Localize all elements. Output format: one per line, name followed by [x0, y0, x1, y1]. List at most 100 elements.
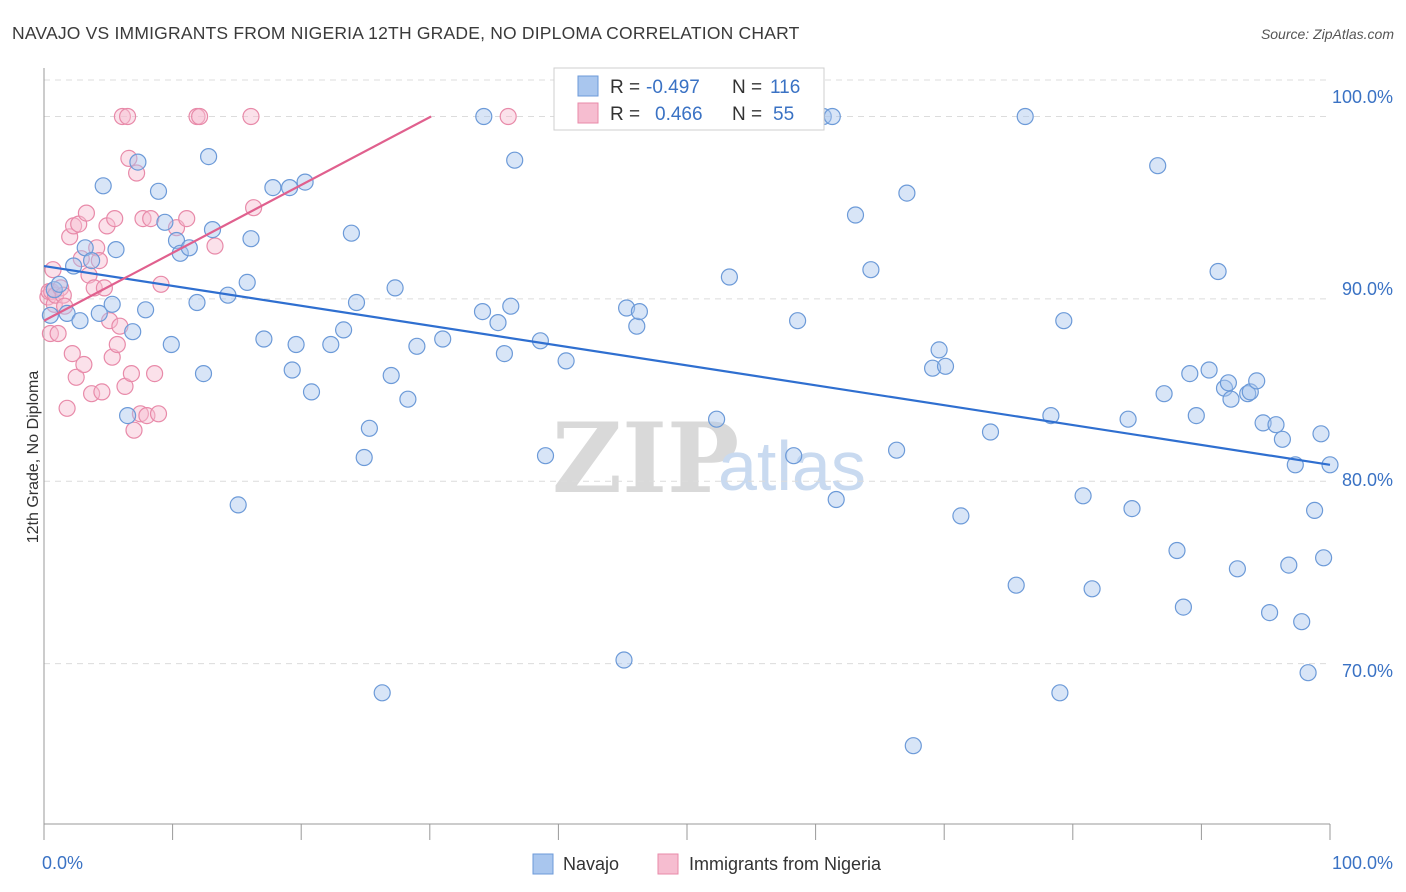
navajo-point-90 — [1155, 385, 1173, 403]
navajo-point-18 — [162, 335, 180, 354]
navajo-point-114 — [1314, 549, 1333, 567]
navajo-point-79 — [981, 423, 1000, 441]
navajo-point-77 — [936, 357, 955, 375]
navajo-point-101 — [1239, 385, 1257, 403]
nigeria-point-18 — [75, 355, 93, 374]
stats-legend-box — [553, 67, 825, 131]
navajo-point-68 — [823, 107, 841, 126]
navajo-point-12 — [118, 407, 137, 425]
nigeria-point-32 — [111, 317, 129, 335]
stats-swatch-navajo — [577, 75, 599, 97]
navajo-point-33 — [283, 361, 301, 379]
source-label: Source: ZipAtlas.com — [1261, 26, 1394, 42]
navajo-point-81 — [1016, 107, 1034, 126]
navajo-point-73 — [898, 184, 916, 202]
y-axis-tick-labels: 100.0% 90.0% 80.0% 70.0% — [1332, 87, 1393, 681]
trend-lines — [43, 115, 1331, 466]
navajo-point-7 — [82, 252, 101, 270]
nigeria-point-45 — [149, 405, 168, 423]
navajo-point-89 — [1149, 157, 1167, 175]
navajo-point-86 — [1083, 580, 1101, 598]
chart-title: NAVAJO VS IMMIGRANTS FROM NIGERIA 12TH G… — [12, 23, 800, 43]
navajo-point-66 — [788, 312, 807, 330]
navajo-point-23 — [194, 365, 213, 383]
navajo-point-108 — [1280, 556, 1298, 574]
navajo-point-88 — [1123, 500, 1141, 518]
navajo-point-5 — [71, 312, 89, 330]
navajo-point-34 — [287, 335, 305, 354]
y-tick-label-70: 70.0% — [1342, 661, 1393, 681]
navajo-point-107 — [1273, 430, 1292, 448]
navajo-point-54 — [506, 151, 524, 169]
stats-r-label-navajo: R = — [610, 77, 640, 98]
navajo-point-24 — [200, 148, 218, 166]
navajo-point-102 — [1241, 383, 1259, 401]
navajo-point-16 — [149, 182, 168, 200]
stats-n-value-navajo: 116 — [770, 77, 800, 98]
navajo-point-8 — [90, 304, 108, 322]
navajo-point-53 — [502, 297, 520, 315]
series-nigeria-points — [39, 107, 517, 439]
legend-label-nigeria: Immigrants from Nigeria — [689, 854, 882, 874]
navajo-point-111 — [1299, 664, 1317, 682]
navajo-point-94 — [1187, 407, 1205, 425]
nigeria-point-40 — [131, 405, 149, 423]
navajo-point-50 — [475, 107, 493, 126]
stats-r-value-navajo: -0.497 — [646, 77, 700, 98]
navajo-point-103 — [1248, 372, 1266, 390]
navajo-point-112 — [1305, 501, 1324, 519]
navajo-point-14 — [129, 153, 147, 171]
nigeria-point-33 — [113, 107, 132, 126]
navajo-point-110 — [1293, 613, 1311, 631]
navajo-point-42 — [360, 419, 378, 437]
navajo-point-40 — [347, 293, 366, 312]
legend-label-navajo: Navajo — [563, 854, 619, 874]
nigeria-point-50 — [191, 107, 209, 126]
navajo-point-27 — [229, 496, 247, 514]
stats-n-value-nigeria: 55 — [773, 104, 794, 125]
navajo-point-106 — [1267, 416, 1285, 434]
navajo-point-36 — [302, 383, 321, 401]
nigeria-point-13 — [63, 345, 81, 363]
navajo-point-82 — [1042, 407, 1060, 425]
navajo-point-58 — [615, 651, 633, 669]
navajo-point-87 — [1119, 410, 1137, 428]
navajo-point-13 — [124, 323, 142, 341]
y-tick-label-100: 100.0% — [1332, 87, 1393, 107]
navajo-point-95 — [1200, 361, 1218, 379]
nigeria-point-5 — [45, 295, 63, 313]
navajo-point-72 — [887, 441, 906, 459]
y-axis-label: 12th Grade, No Diploma — [25, 371, 42, 544]
navajo-point-104 — [1254, 414, 1272, 432]
navajo-point-17 — [156, 213, 174, 231]
navajo-point-47 — [408, 337, 426, 355]
stats-n-label-navajo: N = — [732, 77, 762, 98]
navajo-point-44 — [382, 366, 400, 385]
navajo-point-45 — [386, 279, 404, 297]
navajo-point-64 — [720, 268, 739, 286]
series-legend: Navajo Immigrants from Nigeria — [532, 853, 882, 875]
series-navajo-points — [41, 107, 1339, 755]
nigeria-point-51 — [206, 237, 224, 255]
navajo-point-38 — [335, 321, 353, 339]
nigeria-point-31 — [108, 335, 126, 354]
gridlines — [44, 79, 1330, 665]
nigeria-point-43 — [142, 210, 160, 228]
nigeria-point-36 — [120, 149, 138, 167]
navajo-point-96 — [1209, 262, 1227, 281]
navajo-point-60 — [628, 317, 646, 335]
nigeria-point-29 — [103, 348, 121, 366]
navajo-point-78 — [952, 507, 970, 525]
stats-n-label-nigeria: N = — [732, 104, 762, 125]
nigeria-point-4 — [44, 261, 62, 279]
navajo-point-74 — [904, 737, 922, 755]
navajo-point-91 — [1168, 541, 1186, 560]
nigeria-point-48 — [178, 210, 196, 228]
navajo-point-51 — [489, 314, 507, 332]
navajo-point-71 — [862, 261, 880, 279]
navajo-point-61 — [630, 303, 649, 321]
y-tick-label-90: 90.0% — [1342, 279, 1393, 299]
nigeria-point-44 — [146, 365, 164, 383]
navajo-point-75 — [923, 359, 942, 377]
nigeria-point-11 — [58, 399, 76, 417]
